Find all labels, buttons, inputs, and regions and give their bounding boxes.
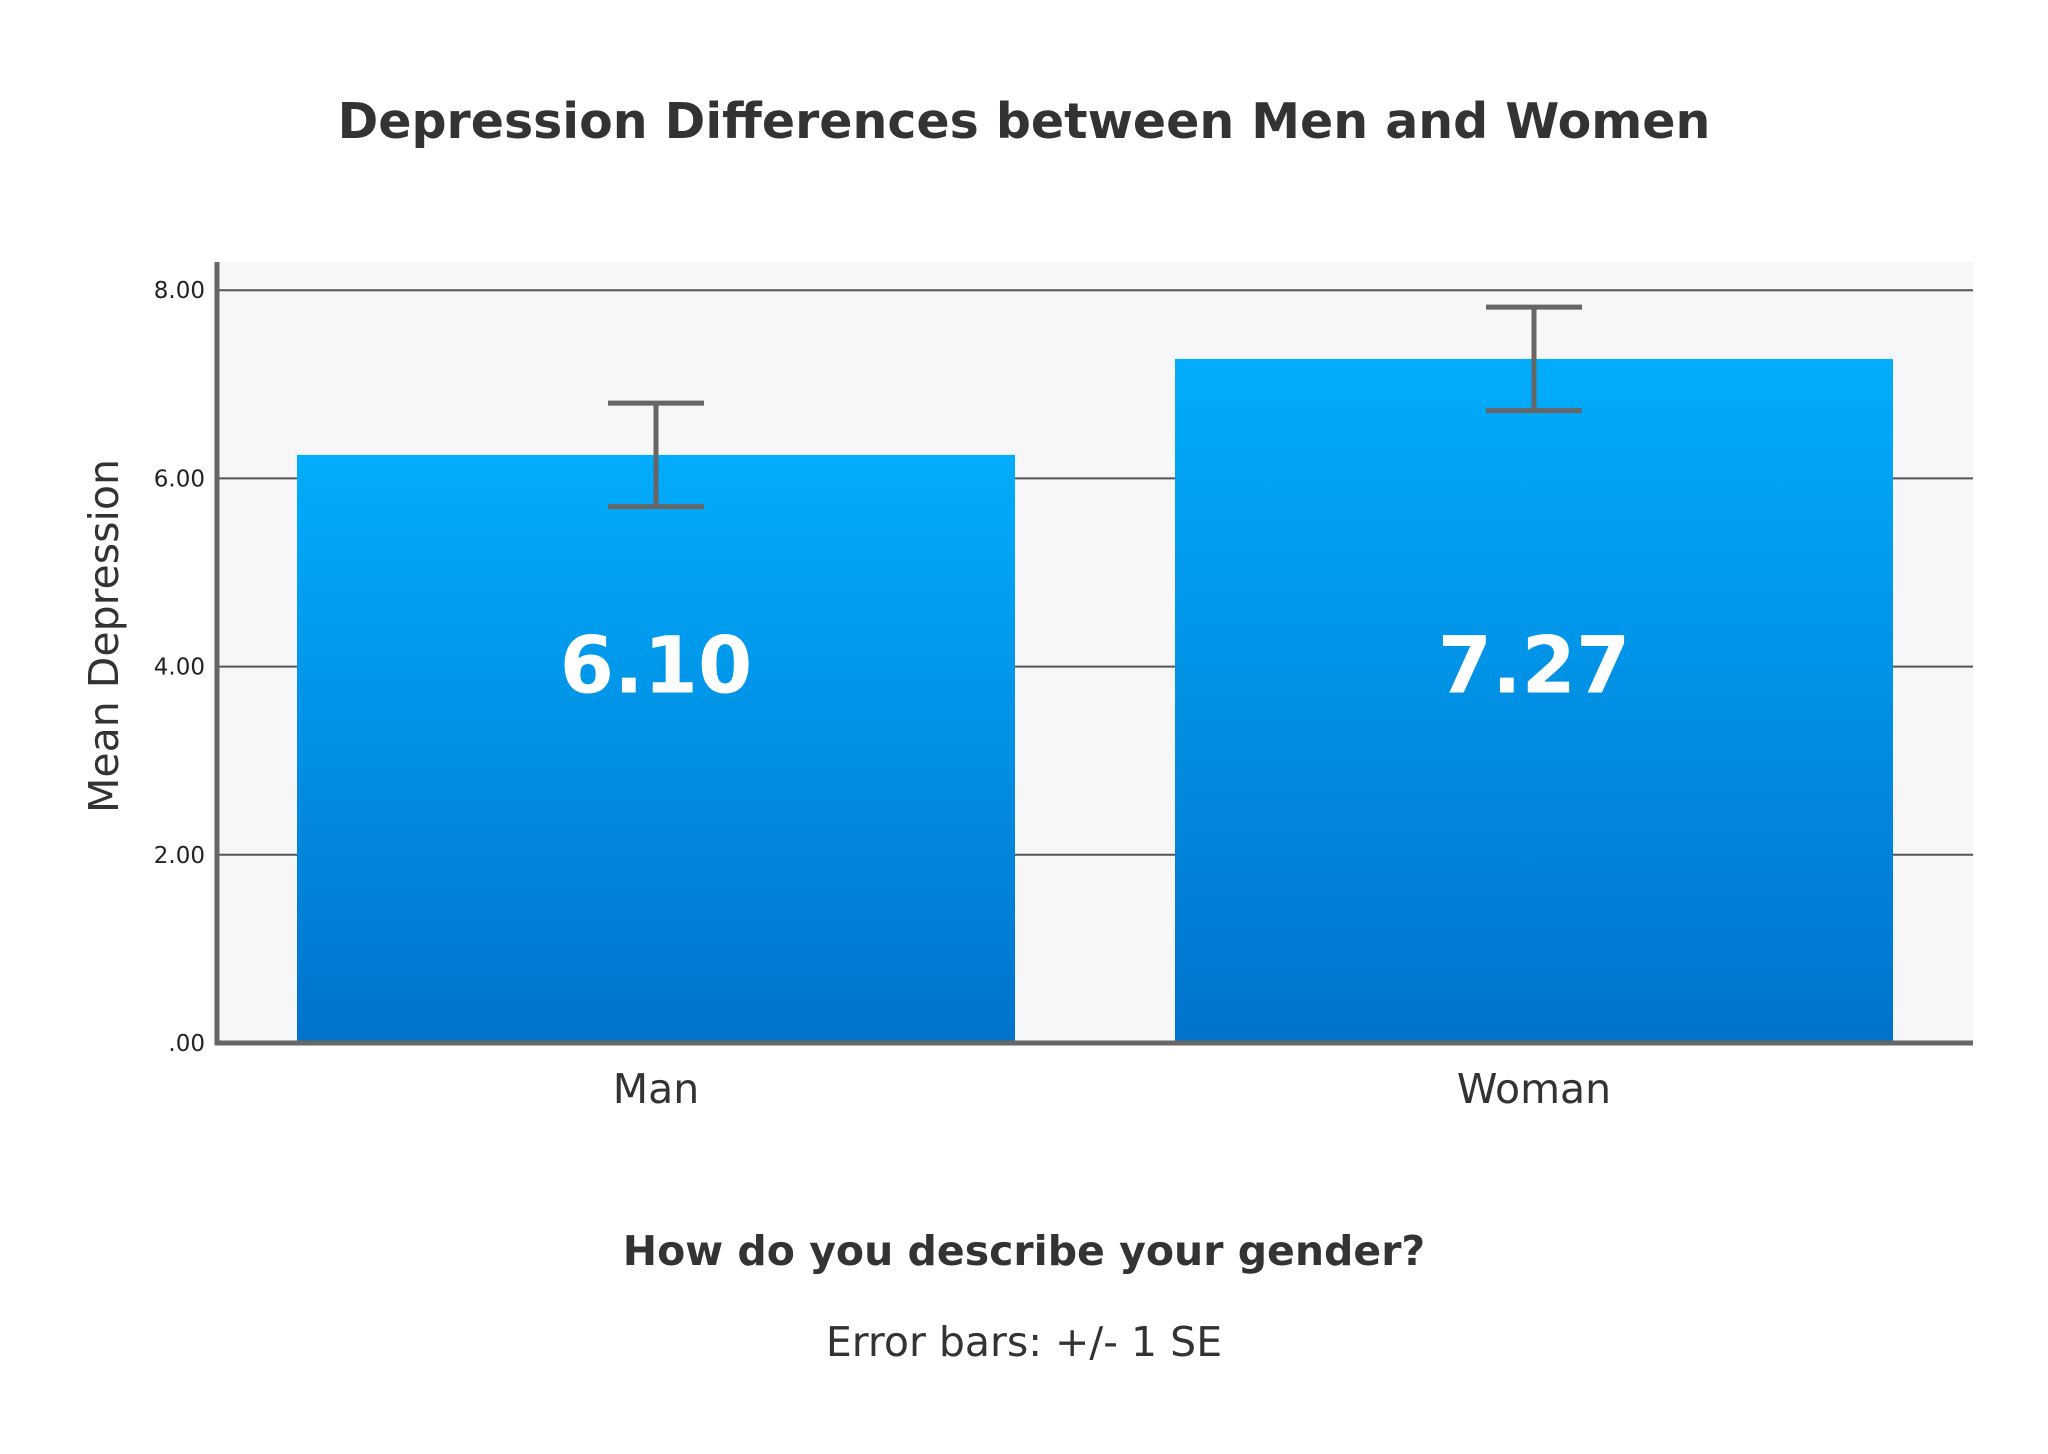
x-axis-label: How do you describe your gender?: [623, 1227, 1425, 1275]
bars: [297, 304, 1893, 1043]
x-tick-label: Man: [613, 1065, 699, 1113]
bar-value-label: 6.10: [560, 622, 752, 712]
chart-title: Depression Differences between Men and W…: [338, 93, 1711, 150]
bar-man: [297, 454, 1015, 1043]
y-tick-label: 6.00: [154, 466, 205, 492]
y-tick-label: 2.00: [154, 843, 205, 869]
error-bar-woman: [1486, 304, 1582, 414]
labels: .00 2.00 4.00 6.00 8.00 6.10 Man 7.27 Woman: [154, 278, 1630, 1113]
y-tick-label: 8.00: [154, 278, 205, 304]
y-axis-label: Mean Depression: [80, 459, 128, 813]
y-tick-label: .00: [168, 1031, 205, 1057]
bar-value-label: 7.27: [1438, 622, 1630, 712]
y-tick-label: 4.00: [154, 655, 205, 681]
axes: [214, 262, 1973, 1046]
x-tick-label: Woman: [1457, 1065, 1611, 1113]
bar-woman: [1175, 358, 1893, 1043]
error-bar-note: Error bars: +/- 1 SE: [826, 1318, 1222, 1366]
error-bar-man: [608, 400, 704, 510]
